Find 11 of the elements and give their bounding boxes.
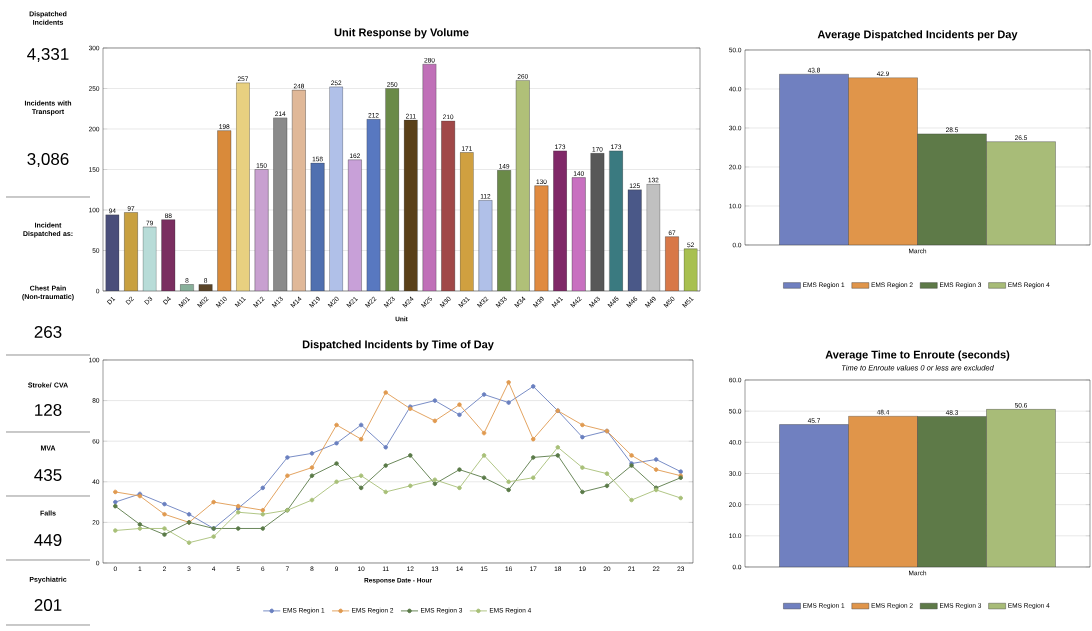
chart-title: Dispatched Incidents by Time of Day (302, 340, 494, 351)
chart-title: Unit Response by Volume (334, 28, 469, 39)
text: 435 (34, 468, 62, 482)
text: 4,331 (27, 47, 69, 63)
text: 201 (34, 598, 62, 612)
text: 3,086 (27, 152, 69, 168)
text: 128 (35, 403, 62, 417)
text: 449 (34, 533, 62, 547)
text: 263 (34, 325, 62, 339)
chart-title: Average Time to Enroute (seconds) (825, 350, 1010, 361)
chart-title: Average Dispatched Incidents per Day (817, 30, 1018, 41)
